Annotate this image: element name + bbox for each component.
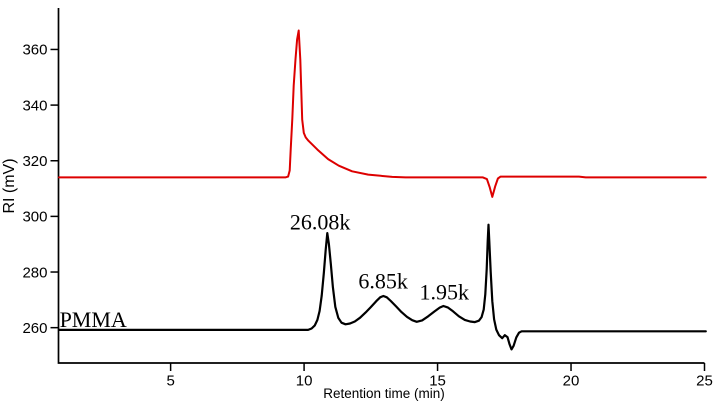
x-tick-label: 5 [166,373,174,390]
axes-layer: 260 280 300 320 340 360 5 10 15 20 25 [22,8,713,390]
y-tick-label: 300 [22,209,47,226]
x-tick-label: 10 [296,373,313,390]
x-tick-label: 20 [563,373,580,390]
series-pmma-trace [57,223,707,351]
x-axis-title: Retention time (min) [323,386,445,401]
peak-label-1-95k: 1.95k [419,280,469,305]
y-tick-label: 340 [22,97,47,114]
x-tick-label: 15 [429,373,446,390]
sample-label-pmma: PMMA [60,307,127,332]
annotations-layer: 26.08k 6.85k 1.95k PMMA [60,209,469,332]
peak-label-6-85k: 6.85k [358,269,408,294]
axis-frame [57,8,705,364]
y-tick-label: 260 [22,320,47,337]
x-tick-label: 25 [696,373,713,390]
y-tick-label: 280 [22,264,47,281]
y-tick-label: 360 [22,42,47,59]
y-axis-title: RI (mV) [1,158,18,213]
series-layer [57,29,707,351]
series-red-trace [58,29,707,198]
y-tick-label: 320 [22,153,47,170]
peak-label-26-08k: 26.08k [290,209,351,234]
